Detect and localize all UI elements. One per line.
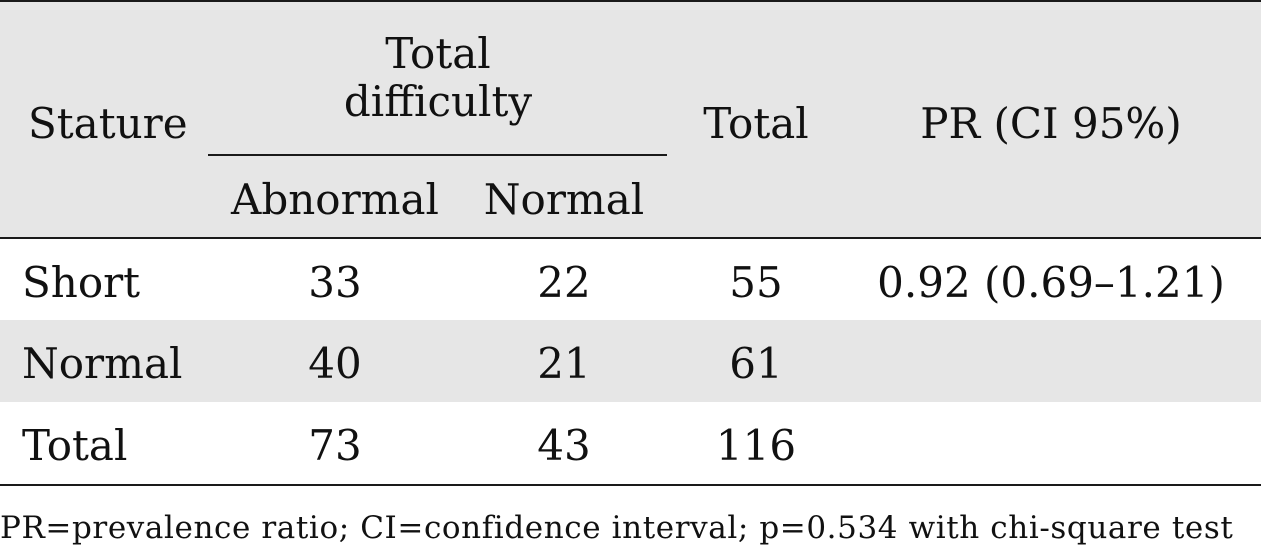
header-abnormal: Abnormal: [231, 175, 439, 224]
cell-abnormal: 73: [308, 421, 362, 470]
cell-normal: 21: [537, 339, 591, 388]
cell-pr: 0.92 (0.69–1.21): [877, 258, 1225, 307]
header-background: [0, 0, 1261, 238]
header-normal: Normal: [483, 175, 645, 224]
cell-abnormal: 40: [308, 339, 362, 388]
cell-normal: 43: [537, 421, 591, 470]
header-total: Total: [703, 99, 809, 148]
header-stature: Stature: [28, 99, 188, 148]
cell-total: 55: [729, 258, 783, 307]
row-shading: [0, 320, 1261, 402]
row-label: Normal: [22, 339, 183, 388]
row-label: Total: [22, 421, 128, 470]
cell-total: 116: [715, 421, 797, 470]
table-footnote: PR=prevalence ratio; CI=confidence inter…: [0, 510, 1234, 546]
header-group-line1: Total: [385, 29, 491, 78]
row-label: Short: [22, 258, 141, 307]
cell-total: 61: [729, 339, 783, 388]
bottom-rule: [0, 484, 1261, 486]
top-rule: [0, 0, 1261, 2]
header-pr: PR (CI 95%): [920, 99, 1182, 148]
cell-normal: 22: [537, 258, 591, 307]
header-bottom-rule: [0, 237, 1261, 239]
header-group-line2: difficulty: [343, 77, 533, 126]
group-underline: [208, 154, 667, 156]
header-total-difficulty: Total difficulty: [344, 30, 532, 126]
cell-abnormal: 33: [308, 258, 362, 307]
